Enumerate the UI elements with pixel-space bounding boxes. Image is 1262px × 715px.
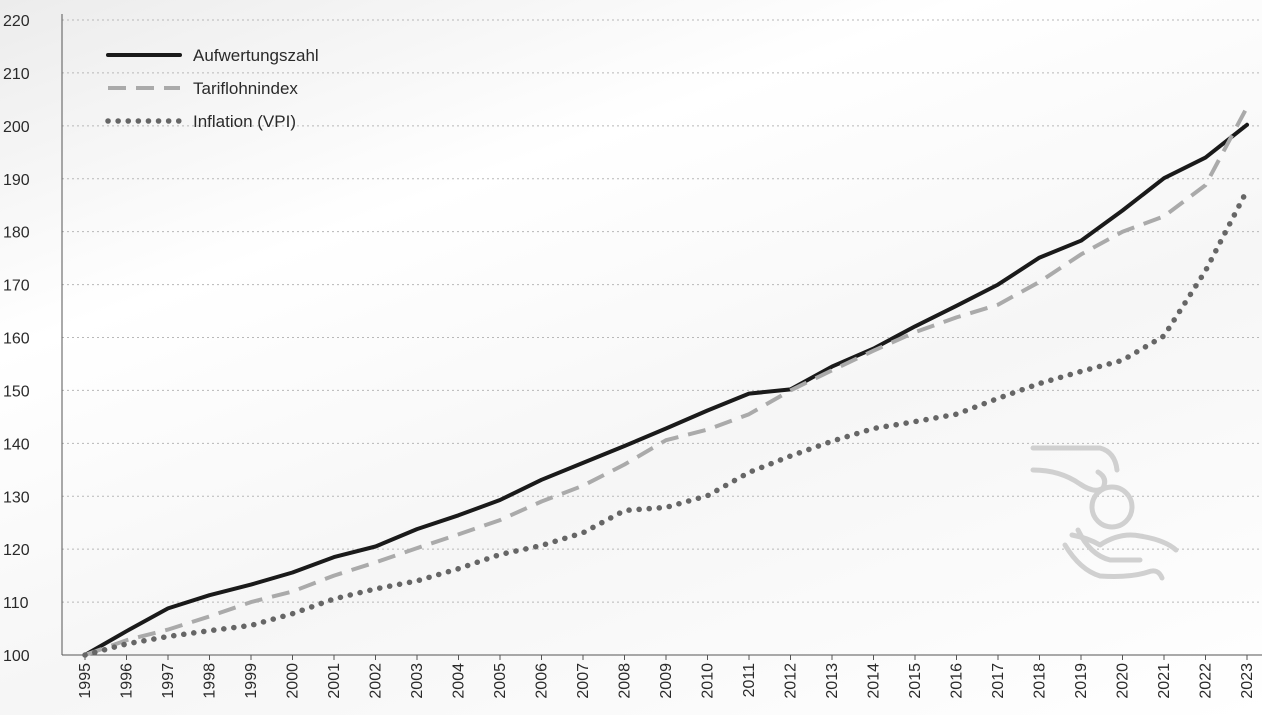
y-tick-label: 170 bbox=[3, 278, 30, 295]
x-tick-label: 2023 bbox=[1239, 663, 1256, 699]
y-tick-label: 120 bbox=[3, 542, 30, 559]
y-tick-label: 160 bbox=[3, 331, 30, 348]
y-tick-label: 110 bbox=[3, 595, 29, 612]
x-tick-label: 2017 bbox=[990, 663, 1007, 699]
hand-coin-icon bbox=[1030, 445, 1179, 581]
axes bbox=[61, 14, 1262, 660]
x-tick-label: 2007 bbox=[575, 663, 592, 699]
x-tick-label: 1996 bbox=[119, 663, 136, 699]
x-tick-label: 2018 bbox=[1032, 663, 1049, 699]
y-tick-label: 200 bbox=[3, 119, 30, 136]
x-tick-label: 2008 bbox=[617, 663, 634, 699]
y-tick-label: 190 bbox=[3, 172, 30, 189]
x-tick-label: 1997 bbox=[160, 663, 177, 699]
x-tick-label: 2012 bbox=[783, 663, 800, 699]
x-tick-label: 2015 bbox=[907, 663, 924, 699]
gridlines bbox=[62, 19, 1262, 603]
x-tick-labels: 1995 1996 1997 1998 1999 2000 2001 2002 2003 2004… bbox=[77, 663, 1256, 699]
x-tick-label: 1998 bbox=[202, 663, 219, 699]
x-tick-label: 1999 bbox=[243, 663, 260, 699]
legend-label: Inflation (VPI) bbox=[193, 112, 296, 131]
legend: Aufwertungszahl Tariflohnindex Inflation (… bbox=[105, 46, 319, 131]
x-tick-label: 2002 bbox=[368, 663, 385, 699]
x-tick-label: 2003 bbox=[409, 663, 426, 699]
series-line-inflation-vpi bbox=[82, 187, 1250, 658]
y-tick-label: 180 bbox=[3, 225, 30, 242]
x-tick-label: 2014 bbox=[866, 663, 883, 699]
x-tick-label: 2011 bbox=[741, 663, 758, 698]
y-tick-label: 210 bbox=[3, 66, 30, 83]
x-tick-label: 2009 bbox=[658, 663, 675, 699]
x-tick-label: 2021 bbox=[1156, 663, 1173, 699]
y-tick-label: 100 bbox=[3, 648, 30, 665]
series-lines bbox=[82, 106, 1250, 658]
series-line-tariflohnindex bbox=[84, 106, 1249, 657]
y-tick-label: 140 bbox=[3, 436, 30, 453]
x-tick-label: 2001 bbox=[326, 663, 343, 699]
y-tick-label: 220 bbox=[3, 13, 30, 30]
legend-label: Tariflohnindex bbox=[193, 79, 298, 98]
legend-label: Aufwertungszahl bbox=[193, 46, 319, 65]
x-tick-label: 2005 bbox=[492, 663, 509, 699]
x-tick-label: 2022 bbox=[1198, 663, 1215, 699]
y-tick-label: 150 bbox=[3, 383, 30, 400]
x-tick-label: 2019 bbox=[1073, 663, 1090, 699]
x-tick-label: 1995 bbox=[77, 663, 94, 699]
x-tick-label: 2004 bbox=[451, 663, 468, 699]
x-tick-label: 2016 bbox=[949, 663, 966, 699]
x-tick-label: 2020 bbox=[1115, 663, 1132, 699]
series-line-aufwertungszahl bbox=[83, 122, 1249, 657]
x-tick-label: 2010 bbox=[700, 663, 717, 699]
x-tick-label: 2013 bbox=[824, 663, 841, 699]
y-tick-label: 130 bbox=[3, 489, 30, 506]
y-tick-labels: 100 110 120 130 140 150 160 170 180 190 200 210 220 bbox=[3, 13, 30, 665]
x-tick-label: 2000 bbox=[285, 663, 302, 699]
x-tick-label: 2006 bbox=[534, 663, 551, 699]
